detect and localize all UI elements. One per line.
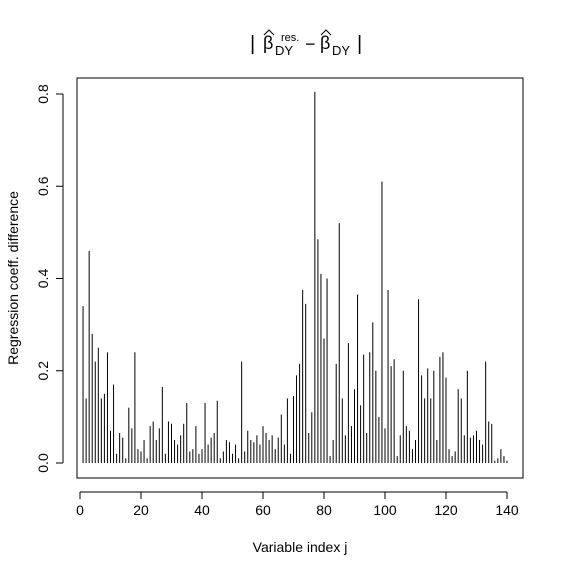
title-minus: − xyxy=(305,34,316,54)
x-tick-label: 60 xyxy=(255,502,271,518)
x-tick-label: 120 xyxy=(434,502,458,518)
bars-group xyxy=(82,91,508,463)
title-right-bar: | xyxy=(357,33,362,55)
y-tick-label: 0.4 xyxy=(35,269,51,289)
title-sub-1: DY xyxy=(275,43,293,58)
title-left-bar: | xyxy=(250,33,255,55)
y-axis-title: Regression coeff. difference xyxy=(5,191,21,365)
title-hat-1 xyxy=(263,29,275,36)
y-axis: 0.0 0.2 0.4 0.6 0.8 xyxy=(35,84,64,473)
title-sub-2: DY xyxy=(332,43,350,58)
x-tick-label: 40 xyxy=(194,502,210,518)
x-tick-label: 20 xyxy=(133,502,149,518)
chart-title: | β DY res. − β DY | xyxy=(250,29,362,58)
x-tick-label: 100 xyxy=(373,502,397,518)
x-axis: 0 20 40 60 80 100 120 140 xyxy=(76,491,519,518)
y-tick-label: 0.8 xyxy=(35,84,51,104)
plot-frame xyxy=(76,77,524,479)
x-tick-label: 0 xyxy=(76,502,84,518)
title-beta-1: β xyxy=(263,33,273,53)
x-tick-label: 80 xyxy=(316,502,332,518)
y-tick-label: 0.2 xyxy=(35,361,51,381)
y-tick-label: 0.0 xyxy=(35,453,51,473)
y-tick-label: 0.6 xyxy=(35,176,51,196)
title-hat-2 xyxy=(320,29,332,36)
x-tick-label: 140 xyxy=(495,502,519,518)
title-beta-2: β xyxy=(320,33,330,53)
x-axis-title: Variable index j xyxy=(253,539,348,555)
title-sup-1: res. xyxy=(281,32,299,44)
